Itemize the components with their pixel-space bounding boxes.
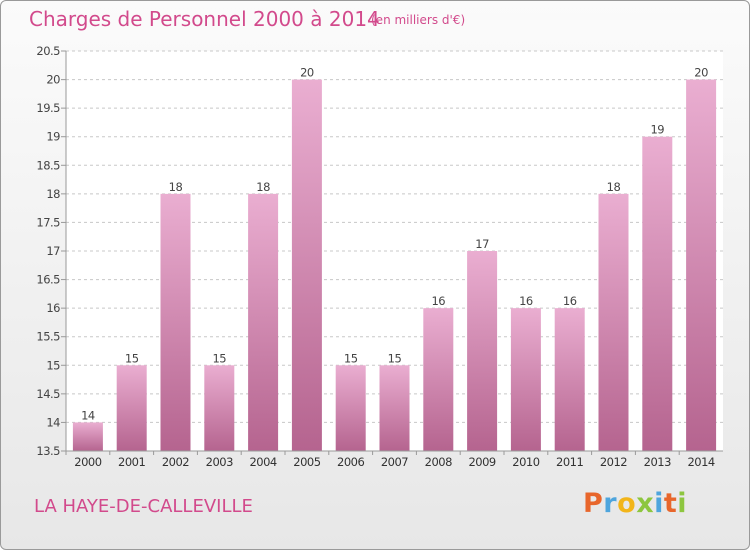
value-label: 18 — [256, 180, 270, 194]
value-label: 16 — [431, 294, 445, 308]
logo-letter: x — [636, 488, 655, 519]
value-label: 15 — [125, 351, 139, 365]
value-label: 15 — [388, 351, 402, 365]
x-tick-label: 2006 — [337, 455, 364, 469]
x-tick-label: 2000 — [74, 455, 101, 469]
x-tick-label: 2007 — [381, 455, 408, 469]
value-label: 19 — [650, 123, 664, 137]
value-label: 16 — [563, 294, 577, 308]
x-tick-label: 2001 — [118, 455, 145, 469]
x-tick-label: 2002 — [162, 455, 189, 469]
bar-2011 — [554, 308, 585, 451]
logo-letter: i — [677, 488, 688, 519]
axes — [65, 51, 723, 452]
x-tick-label: 2004 — [249, 455, 276, 469]
chart-title: Charges de Personnel 2000 à 2014 — [29, 7, 380, 31]
y-tick-label: 16 — [46, 301, 60, 315]
x-tick-label: 2005 — [293, 455, 320, 469]
bar-2008 — [423, 308, 454, 451]
bar-2014 — [686, 79, 717, 452]
bar-2012 — [598, 193, 629, 451]
bar-2009 — [467, 251, 498, 451]
y-tick-label: 17 — [46, 244, 60, 258]
y-tick-label: 16.5 — [36, 273, 60, 287]
y-tick-label: 19.5 — [36, 101, 60, 115]
y-tick-label: 18 — [46, 187, 60, 201]
y-tick-label: 13.5 — [36, 444, 60, 458]
x-axis-labels: 2000 2001 2002 2003 2004 2005 2006 2007 2008 2009… — [65, 451, 715, 469]
value-label: 20 — [300, 66, 314, 80]
y-tick-label: 20.5 — [36, 44, 60, 58]
bar-2001 — [116, 365, 147, 451]
y-tick-label: 17.5 — [36, 215, 60, 229]
logo-letter: t — [663, 488, 678, 519]
x-tick-label: 2012 — [600, 455, 627, 469]
y-tick-label: 20 — [46, 73, 60, 87]
commune-name: LA HAYE-DE-CALLEVILLE — [34, 496, 253, 517]
bar-2010 — [510, 308, 541, 451]
bar-2000 — [72, 422, 103, 451]
bar-2007 — [379, 365, 410, 451]
value-label: 16 — [519, 294, 533, 308]
y-tick-label: 15.5 — [36, 330, 60, 344]
value-label: 15 — [344, 351, 358, 365]
x-tick-label: 2011 — [556, 455, 583, 469]
x-tick-label: 2009 — [468, 455, 495, 469]
y-tick-label: 19 — [46, 130, 60, 144]
bar-2004 — [248, 193, 279, 451]
value-label: 17 — [475, 237, 489, 251]
x-tick-label: 2003 — [206, 455, 233, 469]
logo-letter: o — [617, 488, 637, 519]
bar-2005 — [291, 79, 322, 452]
bar-2013 — [642, 136, 673, 451]
x-tick-label: 2010 — [512, 455, 539, 469]
logo-letter: r — [603, 488, 618, 519]
y-tick-label: 14.5 — [36, 387, 60, 401]
y-tick-label: 18.5 — [36, 158, 60, 172]
x-tick-label: 2013 — [644, 455, 671, 469]
bar-2006 — [335, 365, 366, 451]
value-label: 20 — [694, 66, 708, 80]
value-label: 15 — [212, 351, 226, 365]
value-label: 14 — [81, 408, 95, 422]
chart-subtitle: (en milliers d'€) — [371, 13, 466, 27]
bar-2002 — [160, 193, 191, 451]
logo-letter: i — [654, 488, 664, 519]
bars: 14 15 18 15 18 20 15 15 16 17 16 16 18 19 20 — [72, 66, 717, 452]
y-tick-label: 15 — [46, 358, 60, 372]
y-tick-label: 14 — [46, 415, 60, 429]
bar-2003 — [204, 365, 235, 451]
value-label: 18 — [607, 180, 621, 194]
y-axis-labels: 13.5 14 14.5 15 15.5 16 16.5 17 17.5 18 18.5 19 19.5… — [36, 44, 60, 458]
value-label: 18 — [169, 180, 183, 194]
x-tick-label: 2008 — [425, 455, 452, 469]
logo-letter: P — [583, 488, 604, 519]
proxiti-logo: Proxiti — [583, 488, 687, 519]
x-tick-label: 2014 — [687, 455, 714, 469]
